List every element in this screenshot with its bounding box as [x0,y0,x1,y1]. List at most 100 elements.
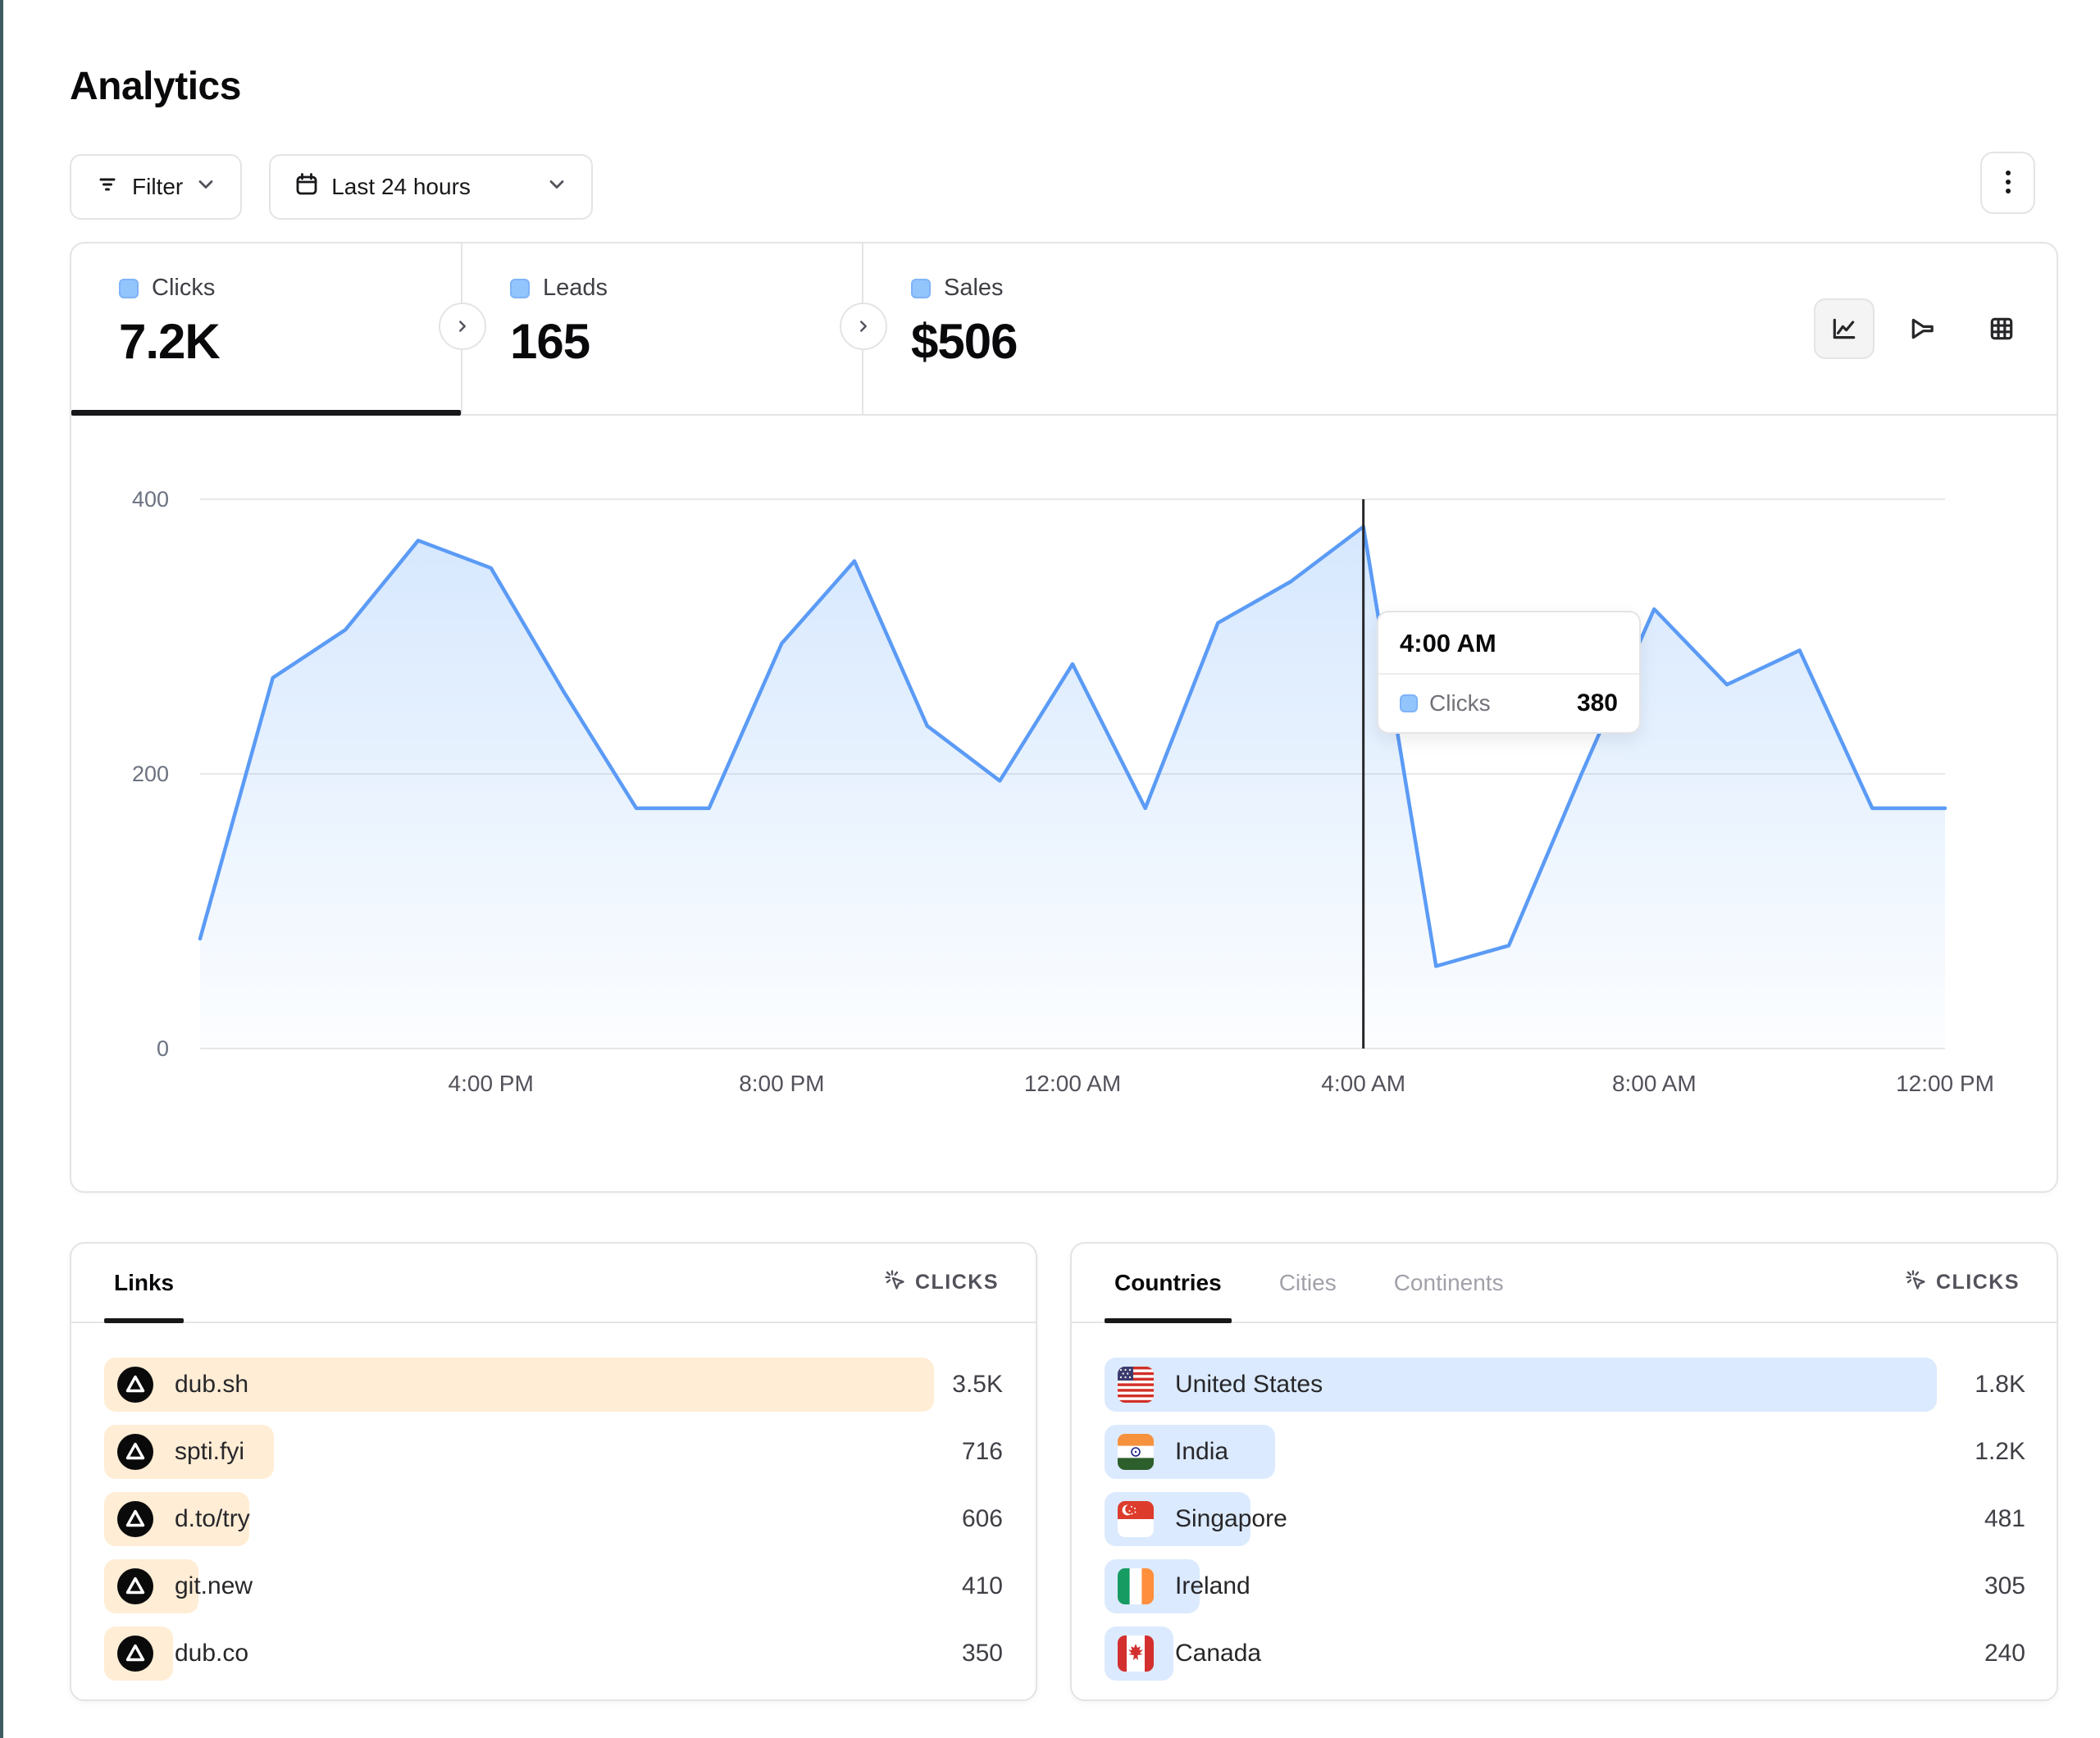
stats-divider [840,243,887,416]
chart-view-switcher [1814,298,2032,359]
list-item[interactable]: d.to/try 606 [71,1492,1036,1559]
area-fill [200,526,1945,1049]
stat-value: $506 [911,314,1018,369]
item-value: 3.5K [952,1371,1003,1398]
stat-label: Clicks [152,275,216,301]
date-range-button[interactable]: Last 24 hours [269,154,594,220]
item-value: 240 [1984,1640,2025,1667]
item-value: 305 [1984,1572,2025,1599]
item-value: 481 [1984,1505,2025,1532]
cursor-click-icon [882,1267,907,1298]
cursor-click-icon [1903,1267,1928,1298]
list-item[interactable]: United States 1.8K [1072,1358,2057,1425]
stat-tab-clicks[interactable]: Clicks 7.2K [71,243,461,416]
list-item[interactable]: dub.co 350 [71,1627,1036,1694]
chevron-right-icon [860,321,867,332]
chevron-right-icon [459,321,466,332]
value-bar [104,1358,934,1412]
stat-tab-leads[interactable]: Leads 165 [462,243,862,414]
metric-selector[interactable]: CLICKS [882,1267,999,1298]
clicks-series-marker [119,278,139,298]
links-list: dub.sh 3.5K spti.fyi 716 d.to/try 606 git.new 4… [71,1358,1036,1694]
stats-header: Clicks 7.2K Leads 165 [71,243,2057,416]
tab-countries[interactable]: Countries [1105,1244,1232,1323]
clicks-series-marker [1400,694,1418,712]
table-grid-icon [1990,317,2013,340]
expand-sales-button[interactable] [840,303,887,350]
dub-logo-icon [117,1367,153,1403]
funnel-chart-icon [1911,318,1934,339]
india-flag-icon [1118,1434,1154,1470]
filter-lines-icon [94,171,121,203]
stat-tab-sales[interactable]: Sales $506 [863,243,2057,414]
dub-logo-icon [117,1501,153,1537]
active-tab-underline [71,410,461,416]
list-item[interactable]: Singapore 481 [1072,1492,2057,1559]
stat-label: Leads [543,275,608,301]
chevron-down-icon [545,173,568,202]
more-menu-button[interactable] [1980,152,2035,214]
tab-cities[interactable]: Cities [1278,1269,1337,1295]
metric-label: CLICKS [914,1271,999,1294]
x-axis-tick-label: 8:00 PM [739,1071,824,1096]
x-axis-tick-label: 8:00 AM [1612,1071,1697,1096]
item-value: 1.2K [1975,1438,2025,1465]
us-flag-icon [1118,1367,1154,1403]
line-chart-icon [1833,318,1856,339]
chart-canvas[interactable]: 0 200 400 4:00 PM 8:00 PM 12:00 AM 4:00 AM 8:00… [71,416,2057,1191]
item-label: git.new [175,1572,253,1599]
list-item[interactable]: Canada 240 [1072,1627,2057,1694]
clicks-line [198,525,1947,968]
clicks-area-chart[interactable]: 0 200 400 4:00 PM 8:00 PM 12:00 AM 4:00 AM 8:00… [71,416,2057,1191]
links-panel-header: Links CLICKS [71,1244,1036,1323]
links-tabs: Links [104,1244,184,1323]
toolbar: Filter Last 24 hours [70,154,594,220]
tooltip-value: 380 [1576,689,1618,717]
dub-logo-icon [117,1434,153,1470]
kebab-vertical-icon [1995,166,2021,201]
filter-button[interactable]: Filter [70,154,243,220]
item-value: 606 [961,1505,1003,1532]
canada-flag-icon [1118,1636,1154,1672]
singapore-flag-icon [1118,1501,1154,1537]
item-label: India [1175,1438,1229,1465]
list-item[interactable]: spti.fyi 716 [71,1425,1036,1492]
line-chart-view-button[interactable] [1814,298,1875,359]
list-item[interactable]: dub.sh 3.5K [71,1358,1036,1425]
item-label: United States [1175,1371,1323,1398]
list-item[interactable]: Ireland 305 [1072,1559,2057,1627]
chart-tooltip: 4:00 AM Clicks 380 [1377,611,1641,734]
metric-selector[interactable]: CLICKS [1903,1267,2020,1298]
y-axis-tick-label: 0 [157,1036,169,1061]
chevron-down-icon [194,173,217,202]
analytics-card: Clicks 7.2K Leads 165 [70,242,2058,1193]
filter-button-label: Filter [132,174,184,199]
stat-value: 165 [510,314,590,369]
calendar-icon [294,171,320,203]
countries-panel-header: Countries Cities Continents CLICKS [1072,1244,2057,1323]
item-label: Singapore [1175,1505,1287,1532]
metric-label: CLICKS [1935,1271,2020,1294]
x-axis-tick-label: 12:00 AM [1024,1071,1121,1096]
tab-links[interactable]: Links [104,1244,184,1323]
funnel-view-button[interactable] [1893,298,1953,359]
x-axis-tick-label: 4:00 AM [1321,1071,1405,1096]
countries-tabs: Countries Cities Continents [1105,1244,1514,1323]
list-item[interactable]: India 1.2K [1072,1425,2057,1492]
tooltip-time: 4:00 AM [1378,612,1639,675]
date-range-label: Last 24 hours [331,174,471,199]
tooltip-series-label: Clicks [1429,690,1491,716]
countries-panel: Countries Cities Continents CLICKS United … [1070,1242,2058,1701]
item-label: dub.sh [175,1371,249,1398]
dub-logo-icon [117,1568,153,1604]
y-axis-tick-label: 400 [132,487,169,512]
item-label: Canada [1175,1640,1262,1667]
sales-series-marker [911,278,931,298]
ireland-flag-icon [1118,1568,1154,1604]
countries-list: United States 1.8K India 1.2K Singapore 481 Ir… [1072,1358,2057,1694]
table-view-button[interactable] [1971,298,2032,359]
expand-leads-button[interactable] [439,303,486,350]
list-item[interactable]: git.new 410 [71,1559,1036,1627]
tab-continents[interactable]: Continents [1393,1269,1504,1295]
